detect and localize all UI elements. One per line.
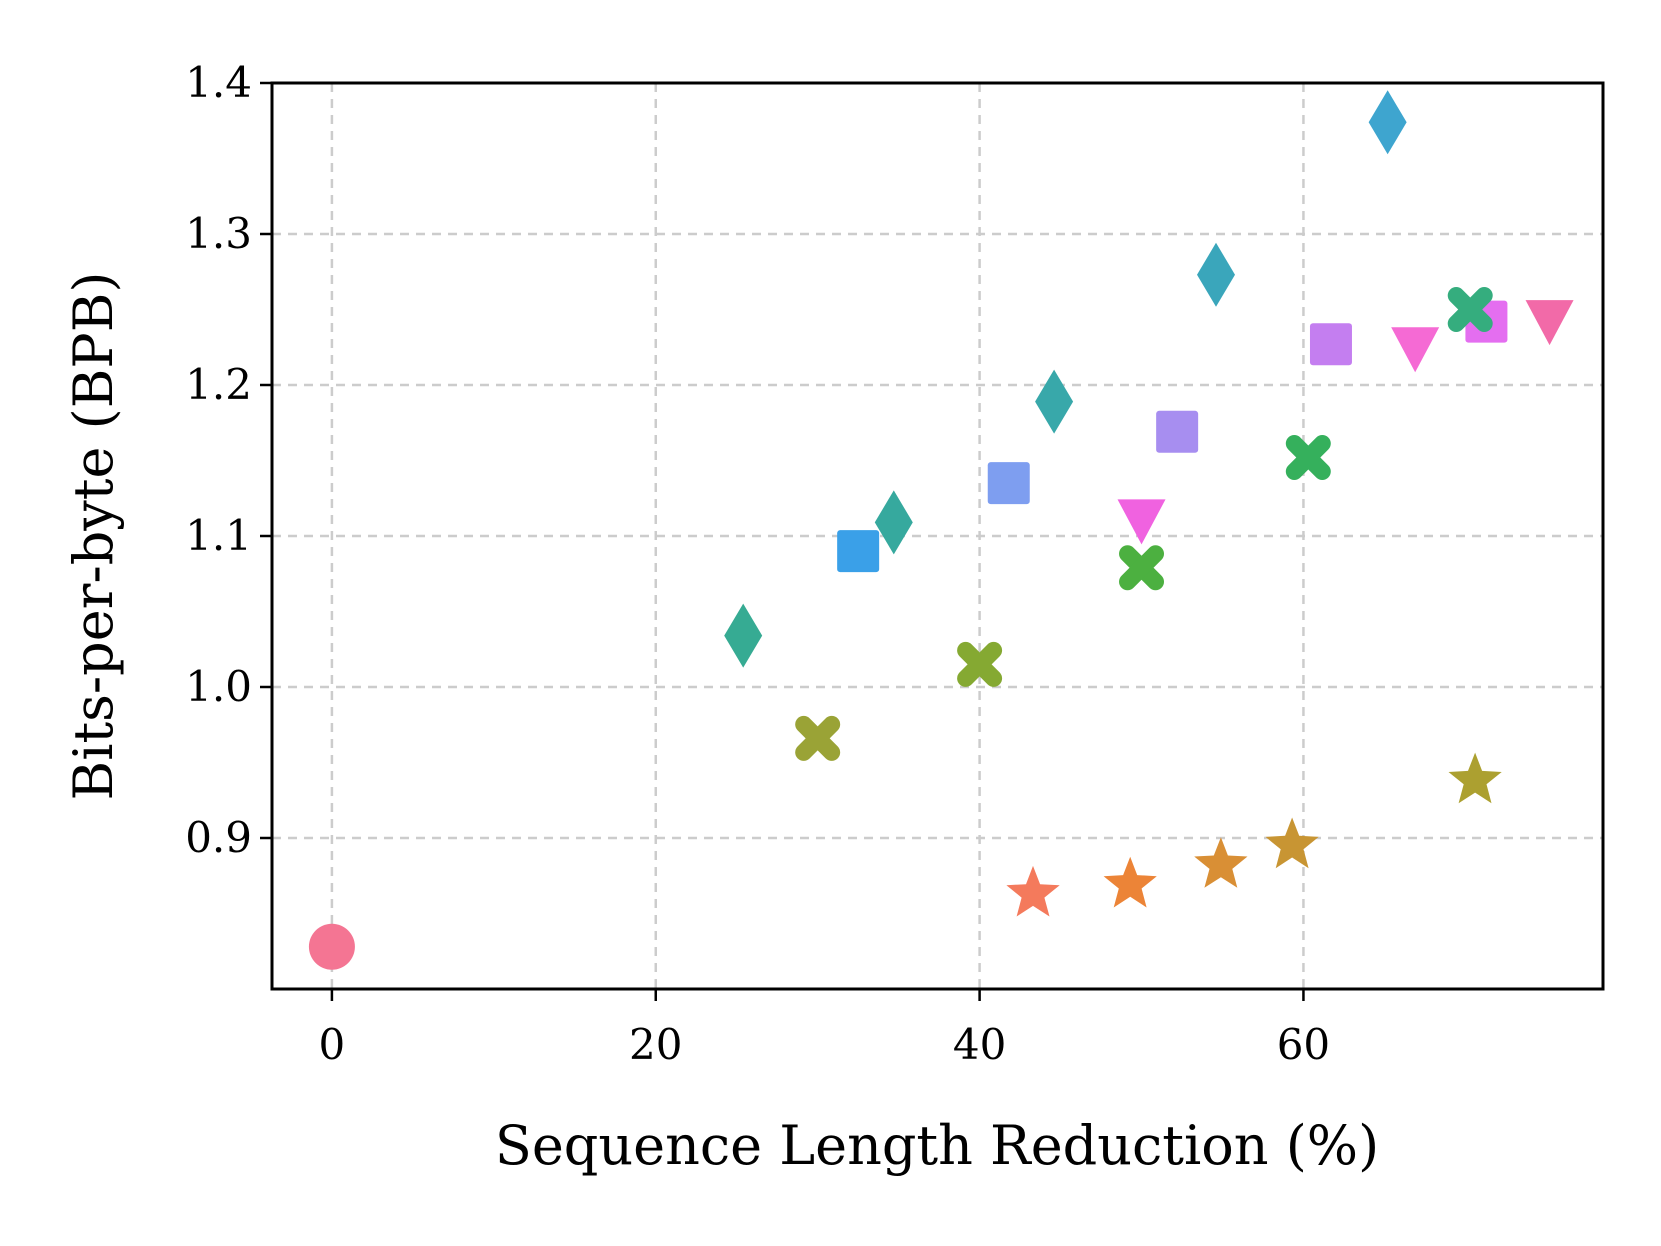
x-marker-stroke: [795, 715, 841, 761]
x-marker-stroke: [1285, 434, 1331, 480]
y-tick-label: 1.3: [185, 209, 252, 258]
data-point-circle: [308, 923, 355, 970]
data-point-triangle: [1391, 327, 1440, 373]
data-point-x: [957, 641, 1003, 687]
y-tick-label: 1.0: [185, 662, 252, 711]
x-marker-stroke: [1119, 545, 1165, 591]
data-point-triangle: [1117, 499, 1166, 545]
data-point-triangle: [1525, 300, 1574, 346]
x-tick-label: 40: [953, 1020, 1006, 1069]
data-point-diamond: [1035, 369, 1074, 434]
x-marker-stroke: [1447, 287, 1493, 332]
y-tick-label: 0.9: [185, 813, 252, 862]
data-point-x: [1447, 287, 1493, 332]
y-tick-label: 1.2: [185, 360, 252, 409]
x-tick-label: 60: [1277, 1020, 1330, 1069]
data-point-star: [1448, 752, 1502, 804]
data-point-star: [1006, 865, 1060, 917]
grid-lines: [272, 81, 1603, 989]
data-point-square: [837, 530, 880, 573]
data-markers: [308, 90, 1574, 970]
x-tick-label: 0: [319, 1020, 346, 1069]
x-axis-label: Sequence Length Reduction (%): [495, 1114, 1379, 1177]
data-point-square: [987, 462, 1030, 505]
x-marker-stroke: [957, 641, 1003, 687]
data-point-x: [1119, 545, 1165, 591]
data-point-square: [1156, 410, 1199, 453]
data-point-x: [1285, 434, 1331, 480]
data-point-diamond: [1197, 242, 1236, 307]
data-point-x: [795, 715, 841, 761]
data-point-diamond: [724, 603, 763, 668]
y-tick-label: 1.4: [185, 58, 252, 107]
data-point-star: [1265, 817, 1319, 869]
data-point-diamond: [874, 490, 913, 555]
x-tick-label: 20: [629, 1020, 682, 1069]
data-point-star: [1194, 837, 1248, 888]
axis-ticks: 0 20 40 60 0.9 1.0 1.1 1.2 1.3 1.4: [185, 58, 1330, 1069]
data-point-square: [1309, 323, 1352, 366]
y-axis-label: Bits-per-byte (BPB): [62, 272, 125, 801]
data-point-diamond: [1368, 90, 1407, 155]
y-tick-label: 1.1: [185, 511, 252, 560]
data-point-star: [1103, 856, 1157, 908]
